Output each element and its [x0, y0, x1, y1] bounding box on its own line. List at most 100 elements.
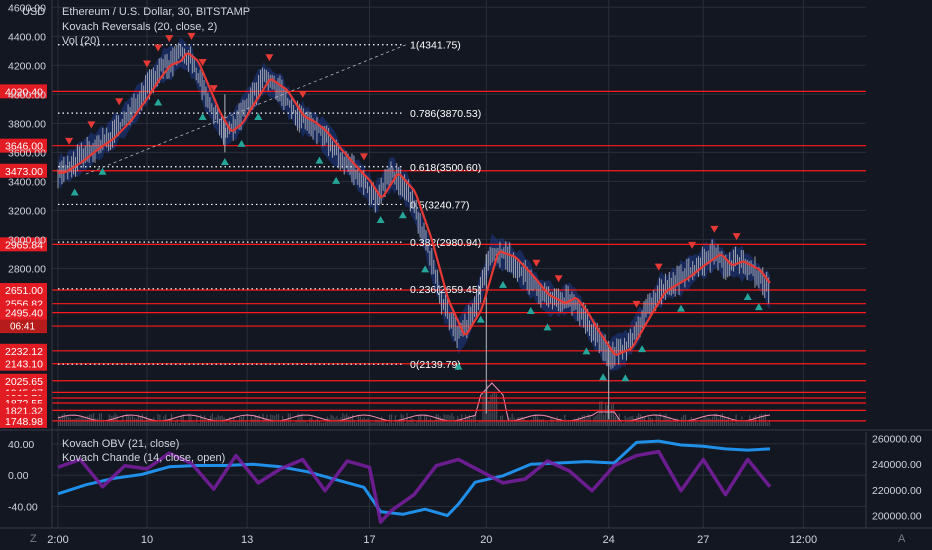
- volume-bar: [153, 417, 155, 426]
- volume-bar: [69, 417, 71, 426]
- volume-bar: [369, 421, 371, 426]
- auto-scale-corner[interactable]: A: [898, 533, 906, 545]
- volume-bar: [525, 421, 527, 426]
- volume-bar: [293, 422, 295, 426]
- indicator-legend-reversals[interactable]: Kovach Reversals (20, close, 2): [62, 21, 218, 33]
- level-price-tag: [0, 373, 47, 388]
- volume-bar: [608, 412, 611, 426]
- level-price-label: 2025.65: [5, 376, 43, 388]
- volume-bar: [566, 420, 568, 426]
- volume-bar: [118, 420, 120, 426]
- volume-bar: [392, 422, 395, 426]
- volume-bar: [760, 413, 763, 426]
- volume-bar: [396, 419, 398, 426]
- level-price-tag: [0, 163, 47, 178]
- volume-bar: [610, 404, 613, 426]
- volume-bar: [237, 420, 239, 426]
- volume-bar: [688, 419, 690, 426]
- volume-bar: [353, 421, 356, 426]
- volume-bar: [422, 420, 424, 426]
- volume-bar: [295, 420, 297, 426]
- volume-bar: [517, 416, 519, 426]
- volume-bar: [98, 413, 101, 426]
- volume-bar: [367, 418, 369, 426]
- reversal-up-marker: [70, 188, 79, 196]
- reversal-down-marker: [209, 85, 218, 93]
- volume-bar: [570, 421, 572, 426]
- volume-bar: [301, 413, 303, 426]
- volume-bar: [700, 419, 702, 426]
- reversal-up-marker: [526, 306, 535, 314]
- volume-bar: [120, 420, 122, 426]
- reversal-up-marker: [421, 265, 430, 273]
- volume-bar: [387, 422, 389, 426]
- symbol-legend[interactable]: Ethereum / U.S. Dollar, 30, BITSTAMP: [62, 6, 251, 18]
- level-price-tag: [0, 413, 47, 428]
- volume-bar: [124, 421, 126, 426]
- volume-bar: [174, 421, 177, 426]
- volume-bar: [622, 422, 624, 426]
- volume-bar: [478, 420, 480, 426]
- volume-bar: [488, 400, 490, 426]
- volume-bar: [260, 421, 262, 426]
- volume-bar: [482, 391, 484, 426]
- x-tick-label: 20: [480, 534, 492, 546]
- indicator-legend-chande[interactable]: Kovach Chande (14, close, open): [62, 452, 226, 464]
- volume-bar: [172, 422, 175, 426]
- reversal-down-marker: [165, 35, 174, 43]
- volume-bar: [659, 413, 661, 426]
- volume-bar: [681, 417, 683, 426]
- volume-bar: [215, 417, 217, 426]
- fib-level-label: 0.618(3500.60): [410, 162, 481, 174]
- volume-bar: [603, 414, 605, 426]
- volume-bar: [470, 418, 472, 426]
- volume-bar: [519, 417, 521, 426]
- volume-bar: [677, 418, 679, 426]
- volume-bar: [104, 422, 106, 426]
- volume-bar: [194, 421, 196, 426]
- y-tick-label: 3600.00: [8, 147, 46, 159]
- volume-bar: [167, 421, 169, 426]
- volume-bar: [538, 419, 541, 426]
- x-tick-label: 12:00: [790, 534, 818, 546]
- sub-left-tick-label: -40.00: [8, 501, 38, 513]
- volume-bar: [638, 413, 640, 426]
- volume-bar: [714, 414, 716, 426]
- volume-bar: [424, 414, 426, 426]
- reversal-up-marker: [315, 156, 324, 164]
- volume-bar: [515, 419, 517, 426]
- volume-bar: [667, 417, 669, 426]
- volume-bar: [213, 417, 215, 426]
- volume-bar: [655, 414, 657, 426]
- volume-bar: [412, 418, 414, 426]
- volume-bar: [529, 421, 531, 426]
- indicator-legend-obv[interactable]: Kovach OBV (21, close): [62, 438, 180, 450]
- volume-bar: [316, 418, 319, 426]
- volume-bar: [276, 413, 278, 426]
- reversal-up-marker: [398, 211, 407, 219]
- level-price-label: 3473.00: [5, 166, 43, 178]
- indicator-legend-volume[interactable]: Vol (20): [62, 35, 100, 47]
- fib-level-label: 0(2139.79): [410, 359, 461, 371]
- volume-bar: [188, 413, 190, 426]
- reversal-down-marker: [115, 98, 124, 106]
- reversal-up-marker: [254, 113, 263, 121]
- volume-bar: [287, 413, 289, 426]
- timezone-corner[interactable]: Z: [30, 533, 37, 545]
- volume-bar: [291, 422, 293, 426]
- volume-bar: [202, 417, 204, 426]
- volume-bar: [379, 420, 381, 426]
- volume-bar: [568, 419, 570, 426]
- reversal-up-marker: [332, 176, 341, 184]
- reversal-up-marker: [454, 362, 463, 370]
- volume-bar: [716, 413, 718, 426]
- volume-bar: [309, 418, 311, 426]
- volume-bar: [283, 421, 286, 426]
- volume-bar: [601, 401, 603, 426]
- volume-bar: [79, 417, 81, 426]
- volume-bar: [694, 419, 696, 426]
- volume-bar: [346, 413, 348, 426]
- sub-right-tick-label: 260000.00: [872, 434, 922, 446]
- reversal-down-marker: [732, 233, 741, 241]
